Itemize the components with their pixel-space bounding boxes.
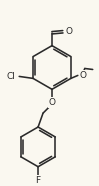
Text: O: O [80,71,87,80]
Text: F: F [36,176,41,185]
Text: O: O [49,98,55,107]
Text: Cl: Cl [6,72,15,81]
Text: O: O [66,27,73,36]
